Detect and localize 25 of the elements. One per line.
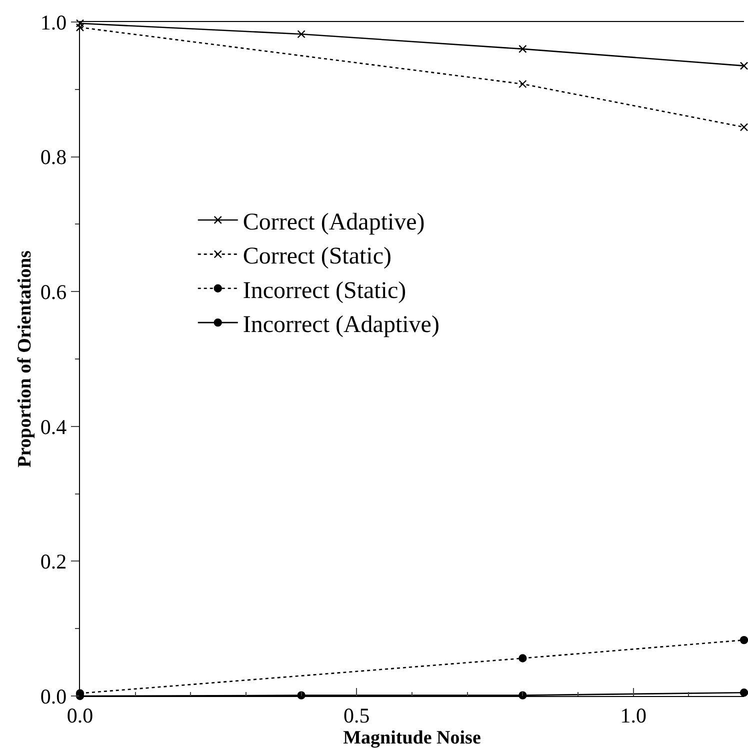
y-tick-label: 0.4 [40,414,68,439]
x-tick-label: 0.0 [66,703,94,728]
y-tick-label: 0.2 [40,550,67,574]
x-tick-label: 0.5 [344,703,370,728]
x-tick-label: 1.0 [620,703,646,728]
y-tick-label: 1.0 [40,10,67,34]
point [76,23,84,32]
y-tick-label: 0.6 [40,280,67,304]
x-axis-title: Magnitude Noise [343,727,481,748]
y-tick-label: 0.8 [40,145,67,170]
legend-label: Correct (Adaptive) [242,209,425,236]
point [740,688,748,697]
legend-label: Correct (Static) [242,244,392,270]
point [740,62,748,70]
legend-label: Incorrect (Adaptive) [242,312,440,338]
point [297,30,306,38]
y-axis-title: Proportion of Orientations [14,250,36,468]
point [518,44,527,54]
legend-label: Incorrect (Static) [242,278,406,304]
point [518,654,527,662]
point [740,636,748,644]
point [76,19,84,28]
point [518,80,527,88]
point [740,123,748,132]
y-tick-label: 0.0 [40,684,67,708]
